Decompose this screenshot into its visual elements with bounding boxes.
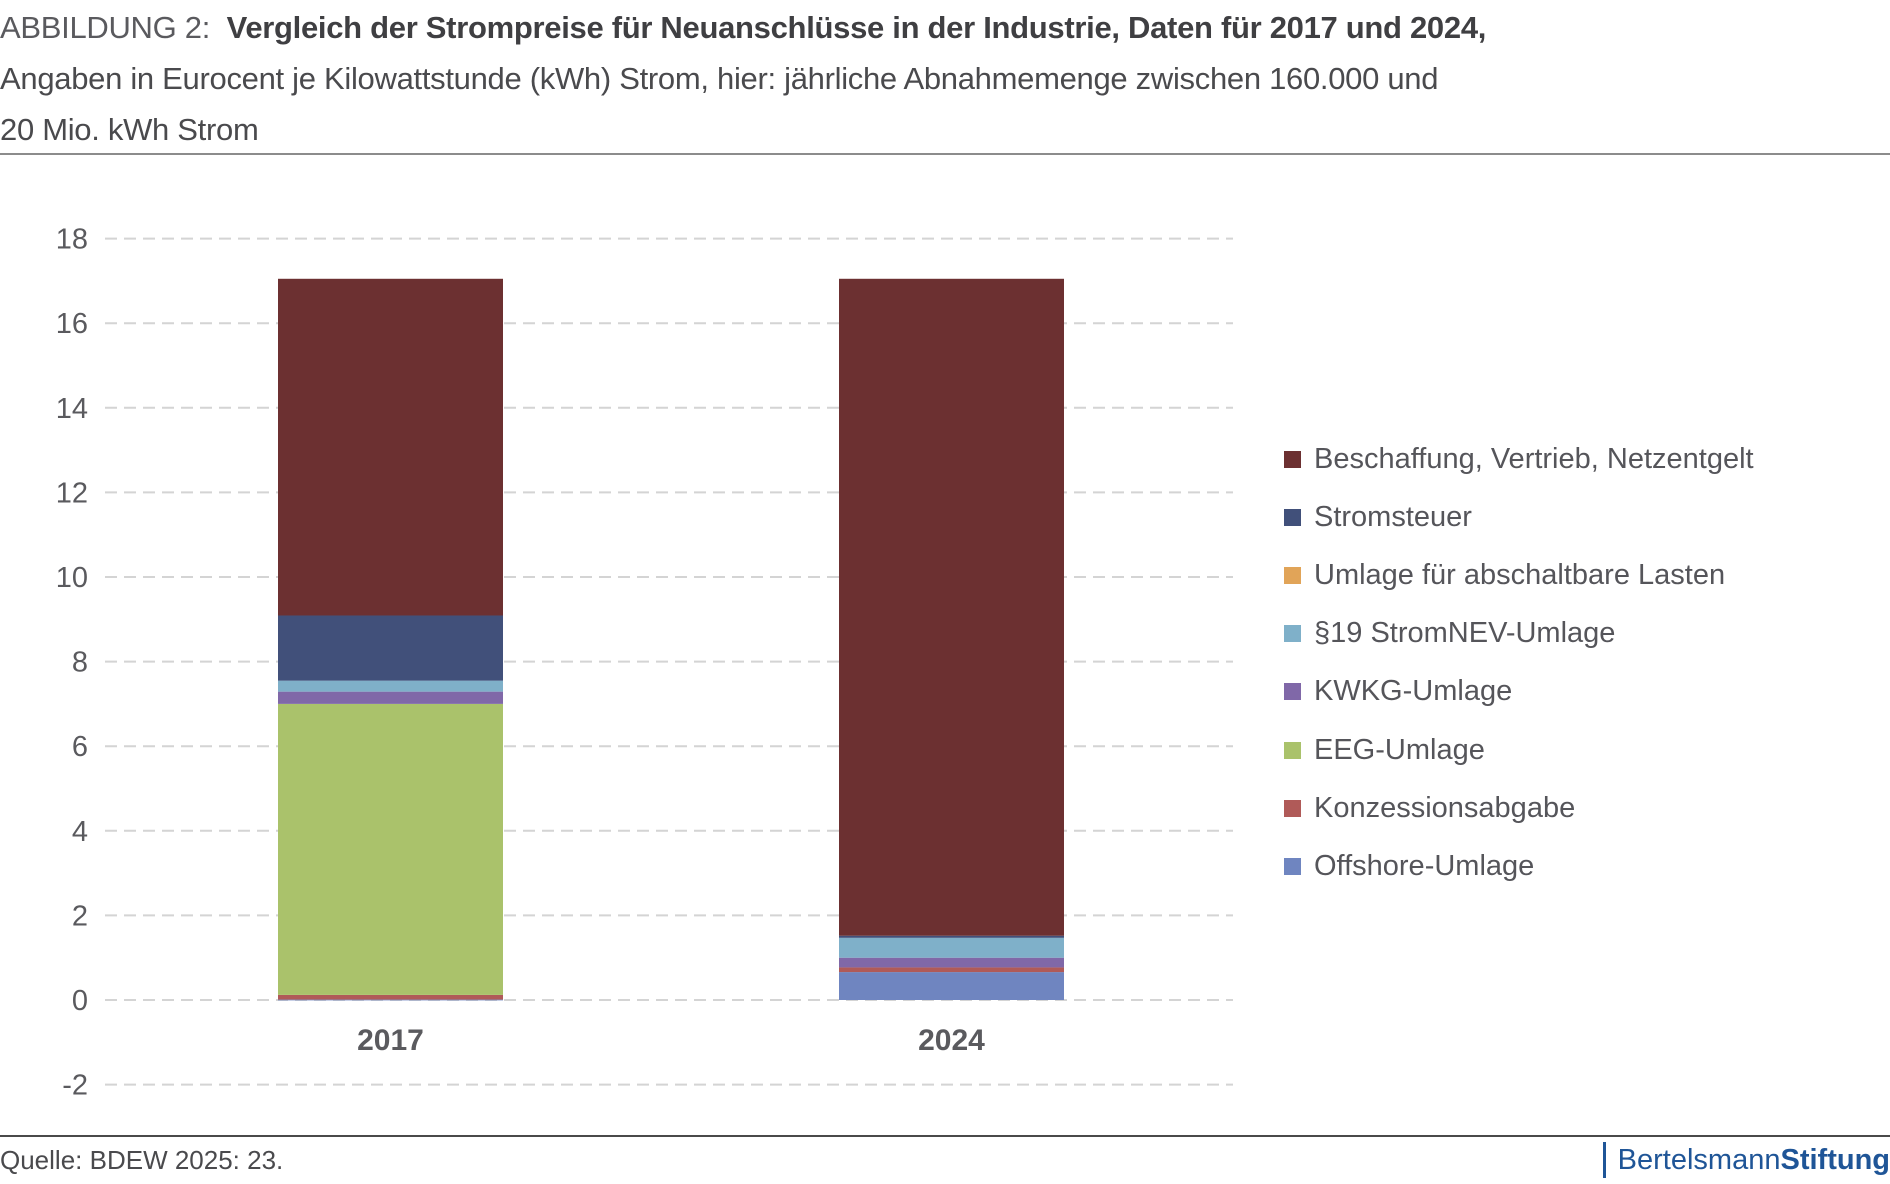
legend-item: Offshore-Umlage [1284, 837, 1754, 895]
legend-label: Stromsteuer [1314, 500, 1472, 533]
legend-label: Umlage für abschaltbare Lasten [1314, 558, 1726, 591]
legend-label: Offshore-Umlage [1314, 849, 1535, 882]
legend-label: Beschaffung, Vertrieb, Netzentgelt [1314, 442, 1754, 475]
y-tick-label: 0 [72, 985, 88, 1017]
x-axis-labels: 2017 2024 [357, 1024, 985, 1057]
title-bold: Vergleich der Strompreise für Neuanschlü… [226, 10, 1487, 45]
legend-label: KWKG-Umlage [1314, 675, 1513, 708]
bar-segment-kwkg-umlage-2024 [839, 957, 1064, 968]
bar-segment-beschaffung-vertrieb-netzentgelt-2024 [839, 278, 1064, 936]
legend-label: EEG-Umlage [1314, 733, 1485, 766]
legend-swatch [1284, 799, 1301, 817]
legend-label: §19 StromNEV-Umlage [1314, 617, 1616, 650]
y-tick-label: 4 [72, 816, 88, 848]
subtitle-line-1: Angaben in Eurocent je Kilowattstunde (k… [0, 61, 1439, 96]
chart-title: ABBILDUNG 2: Vergleich der Strompreise f… [0, 2, 1880, 155]
y-tick-label: 8 [72, 647, 88, 679]
bar-segment-konzessionsabgabe-2017 [278, 994, 503, 1000]
legend-item: KWKG-Umlage [1284, 663, 1754, 721]
legend-item: Konzessionsabgabe [1284, 779, 1754, 837]
legend-item: Stromsteuer [1284, 488, 1754, 546]
source-note: Quelle: BDEW 2025: 23. [0, 1145, 284, 1175]
logo-text: BertelsmannStiftung [1618, 1144, 1890, 1177]
bar-segment-stromsteuer-2017 [278, 615, 503, 681]
y-tick-label: 18 [56, 224, 88, 256]
bar-segment-konzessionsabgabe-2024 [839, 967, 1064, 973]
logo-bar [1602, 1142, 1606, 1178]
bar-segment-eeg-umlage-2017 [278, 703, 503, 995]
legend-item: Umlage für abschaltbare Lasten [1284, 546, 1754, 604]
legend-swatch [1284, 741, 1301, 759]
y-tick-label: 12 [56, 477, 88, 509]
bar-segment-stromsteuer-2024 [839, 935, 1064, 938]
legend-swatch [1284, 857, 1301, 875]
header-divider [0, 153, 1890, 155]
legend-swatch [1284, 683, 1301, 701]
title-line-1: ABBILDUNG 2: Vergleich der Strompreise f… [0, 2, 1880, 53]
bars [278, 278, 1064, 1001]
legend-item: §19 StromNEV-Umlage [1284, 605, 1754, 663]
legend-swatch [1284, 625, 1301, 643]
bar-segment-kwkg-umlage-2017 [278, 691, 503, 704]
y-tick-label: 6 [72, 731, 88, 763]
y-tick-label: 2 [72, 900, 88, 932]
footer-divider [0, 1135, 1890, 1137]
x-category-label: 2024 [918, 1024, 985, 1057]
legend-item: EEG-Umlage [1284, 721, 1754, 779]
logo-regular: Bertelsmann [1617, 1143, 1781, 1176]
legend-swatch [1284, 566, 1301, 584]
bar-segment-19-stromnev-umlage-2017 [278, 680, 503, 692]
y-tick-label: -2 [62, 1070, 88, 1102]
legend-swatch [1284, 508, 1301, 526]
x-category-label: 2017 [357, 1024, 424, 1057]
bar-segment-offshore-umlage-2017 [278, 999, 503, 1001]
legend-label: Konzessionsabgabe [1314, 791, 1576, 824]
y-axis-ticks: 18 16 14 12 10 8 6 4 2 0 -2 [56, 224, 88, 1102]
legend-swatch [1284, 450, 1301, 468]
stacked-bar-chart: 18 16 14 12 10 8 6 4 2 0 -2 2017 2024 [56, 224, 1233, 1102]
bar-segment-19-stromnev-umlage-2024 [839, 937, 1064, 958]
logo-bold: Stiftung [1780, 1143, 1890, 1176]
bar-segment-beschaffung-vertrieb-netzentgelt-2017 [278, 278, 503, 616]
legend-item: Beschaffung, Vertrieb, Netzentgelt [1284, 430, 1754, 488]
y-tick-label: 14 [56, 393, 88, 425]
bertelsmann-stiftung-logo: BertelsmannStiftung [1602, 1140, 1890, 1180]
y-tick-label: 16 [56, 308, 88, 340]
legend: Beschaffung, Vertrieb, Netzentgelt Stroms… [1284, 430, 1754, 896]
subtitle-line-2: 20 Mio. kWh Strom [0, 112, 259, 147]
bar-segment-offshore-umlage-2024 [839, 972, 1064, 1000]
figure-label: ABBILDUNG 2: [0, 10, 211, 45]
y-tick-label: 10 [56, 562, 88, 594]
